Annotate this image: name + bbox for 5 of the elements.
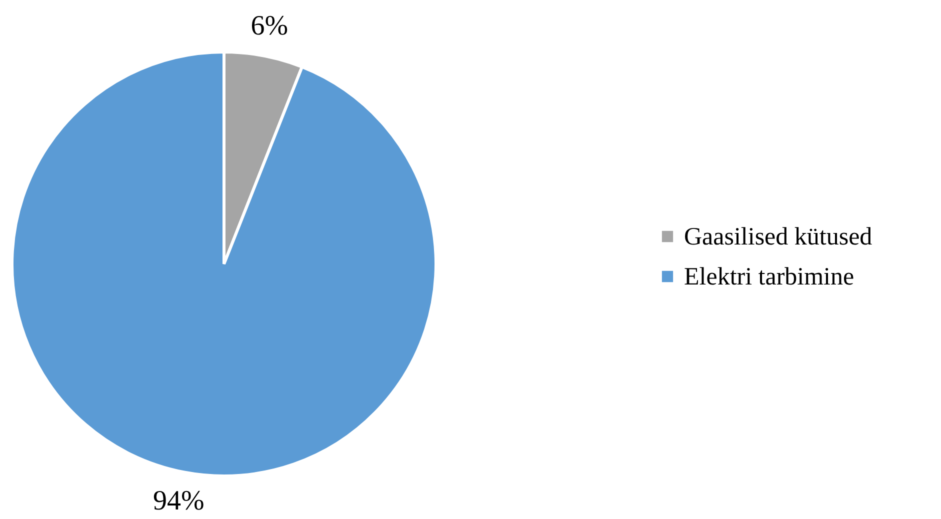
data-label: 6% (250, 10, 288, 42)
data-label: 94% (152, 486, 204, 517)
legend-label: Elektri tarbimine (684, 264, 854, 290)
legend-label: Gaasilised kütused (684, 224, 873, 250)
pie-slice (10, 50, 438, 478)
